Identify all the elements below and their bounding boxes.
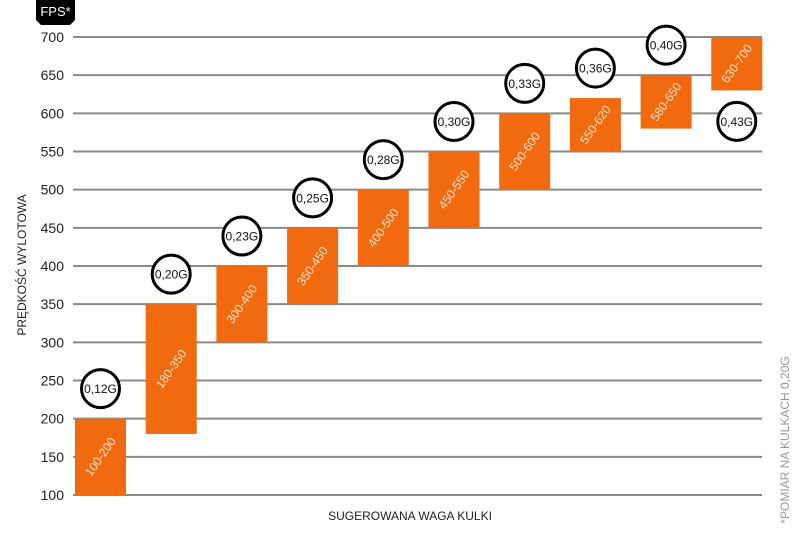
x-axis-label: SUGEROWANA WAGA KULKI — [328, 509, 492, 523]
bar-180-350 — [145, 304, 197, 434]
y-tick-label: 650 — [41, 67, 65, 83]
weight-label: 0,23G — [226, 230, 259, 244]
y-tick-label: 600 — [41, 105, 65, 121]
weight-label: 0,36G — [579, 62, 612, 76]
footnote: *POMIAR NA KULKACH 0,20G — [778, 356, 792, 523]
y-axis-label: PRĘDKOŚĆ WYLOTOWA — [14, 194, 29, 335]
weight-label: 0,33G — [508, 77, 541, 91]
weight-label: 0,30G — [438, 115, 471, 129]
bar-450-550 — [428, 151, 480, 228]
weight-circle — [292, 177, 334, 219]
weight-label: 0,12G — [84, 382, 117, 396]
y-tick-label: 550 — [41, 144, 65, 160]
weight-label: 0,28G — [367, 153, 400, 167]
y-tick-label: 100 — [41, 487, 65, 503]
weight-circle — [716, 100, 758, 142]
y-tick-label: 250 — [41, 373, 65, 389]
weight-circle — [80, 368, 121, 410]
weight-circle — [362, 139, 404, 181]
weight-circle — [221, 215, 263, 257]
weight-circle — [150, 253, 192, 295]
y-tick-label: 150 — [41, 449, 65, 465]
bar-580-650 — [640, 75, 692, 129]
bar-630-700 — [711, 37, 763, 91]
fps-badge: FPS* — [40, 4, 70, 19]
y-tick-label: 200 — [41, 411, 65, 427]
y-tick-label: 450 — [41, 220, 65, 236]
y-tick-label: 500 — [41, 182, 65, 198]
bar-500-600 — [499, 113, 551, 190]
y-tick-label: 350 — [41, 296, 65, 312]
weight-label: 0,43G — [720, 115, 753, 129]
y-tick-label: 400 — [41, 258, 65, 274]
bar-100-200 — [75, 418, 126, 495]
bar-400-500 — [357, 189, 409, 266]
bar-350-450 — [287, 227, 339, 305]
bar-550-620 — [569, 98, 621, 152]
weight-circle — [574, 47, 616, 89]
weight-label: 0,40G — [650, 39, 683, 53]
weight-label: 0,20G — [155, 268, 188, 282]
weight-circle — [504, 62, 546, 104]
y-tick-label: 700 — [41, 29, 65, 45]
weight-circle — [645, 24, 687, 66]
weight-label: 0,25G — [296, 191, 329, 205]
bar-300-400 — [216, 266, 268, 343]
fps-badge-bg — [36, 0, 75, 25]
y-tick-label: 300 — [41, 334, 65, 350]
weight-circle — [433, 101, 475, 142]
